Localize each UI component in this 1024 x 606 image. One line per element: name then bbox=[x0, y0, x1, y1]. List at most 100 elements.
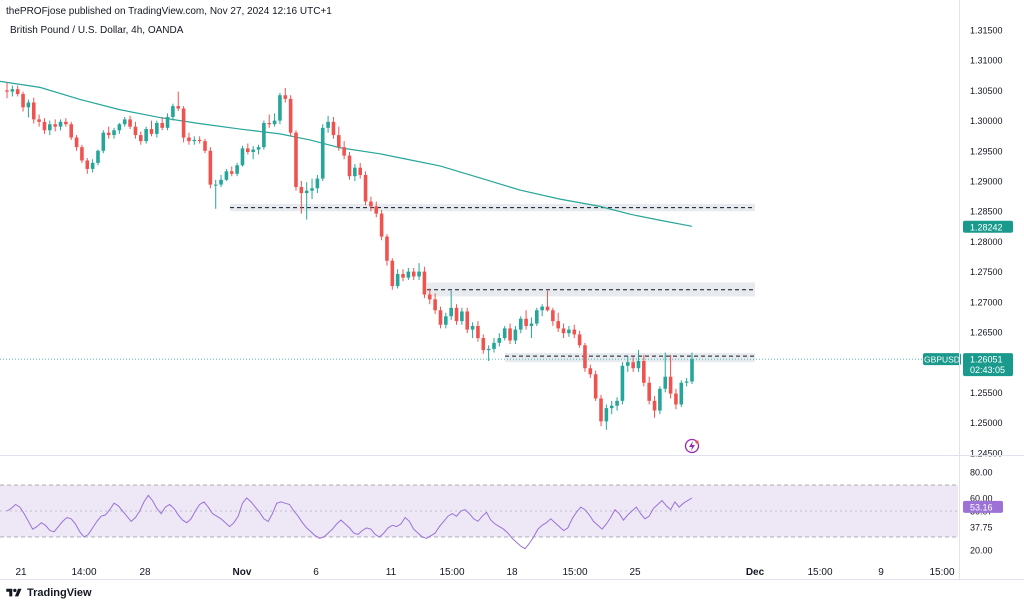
time-tick-label: 11 bbox=[386, 567, 397, 578]
candle-body bbox=[690, 359, 694, 382]
candle-body bbox=[74, 137, 79, 148]
candle-body bbox=[133, 126, 138, 136]
candle-body bbox=[572, 329, 577, 335]
candle-body bbox=[299, 187, 304, 194]
candle-body bbox=[256, 147, 261, 150]
candle-body bbox=[492, 342, 496, 349]
event-bolt-glyph bbox=[689, 441, 695, 451]
candle-body bbox=[5, 90, 9, 92]
candle-body bbox=[481, 338, 486, 351]
rsi-oversold-fill bbox=[315, 537, 397, 539]
candle-body bbox=[620, 365, 625, 401]
candle-body bbox=[106, 132, 111, 136]
candle-body bbox=[80, 147, 84, 161]
candle-body bbox=[401, 274, 405, 278]
candle-body bbox=[449, 307, 453, 317]
symbol-tag-label: GBPUSD bbox=[924, 355, 960, 365]
candle-body bbox=[10, 89, 15, 92]
candle-body bbox=[229, 171, 234, 174]
candle-body bbox=[219, 179, 223, 185]
candle-body bbox=[460, 311, 464, 322]
candle-body bbox=[240, 148, 245, 166]
candle-body bbox=[395, 274, 400, 287]
symbol-tag bbox=[923, 353, 961, 366]
candle-body bbox=[128, 119, 132, 127]
candle-body bbox=[347, 155, 352, 177]
moving-average bbox=[0, 80, 693, 227]
candle-body bbox=[609, 405, 614, 409]
candle-body bbox=[658, 388, 662, 411]
price-tick-label: 1.28500 bbox=[970, 207, 1003, 217]
candle-body bbox=[561, 328, 566, 334]
candle-body bbox=[486, 348, 491, 351]
candle-body bbox=[444, 316, 448, 325]
candle-body bbox=[470, 325, 475, 330]
candle-body bbox=[320, 127, 325, 179]
candle-body bbox=[353, 167, 357, 177]
candle-body bbox=[636, 360, 641, 369]
candle-body bbox=[615, 400, 619, 406]
candle-body bbox=[213, 184, 218, 186]
candle-body bbox=[262, 123, 266, 148]
candle-body bbox=[26, 102, 31, 108]
candle-body bbox=[529, 323, 534, 326]
candle-body bbox=[85, 160, 90, 169]
candle-body bbox=[165, 116, 170, 128]
candle-body bbox=[21, 94, 25, 108]
time-tick-label: Nov bbox=[233, 567, 252, 578]
price-tick-label: 1.28000 bbox=[970, 237, 1003, 247]
candle-body bbox=[64, 121, 68, 125]
price-tick-label: 1.25500 bbox=[970, 388, 1003, 398]
price-axis: 1.31500 1.31000 1.30500 1.30000 1.29500 1.290… bbox=[970, 26, 1003, 459]
candle-body bbox=[101, 132, 106, 151]
candle-body bbox=[181, 108, 186, 138]
candle-body bbox=[171, 106, 175, 117]
candle-body bbox=[674, 393, 678, 405]
candle-body bbox=[513, 329, 518, 341]
price-tick-label: 1.31000 bbox=[970, 56, 1003, 66]
price-tick-label: 1.29000 bbox=[970, 177, 1003, 187]
candle-body bbox=[358, 167, 363, 175]
candle-body bbox=[625, 362, 630, 366]
candle-body bbox=[326, 121, 330, 128]
time-tick-label: 14:00 bbox=[71, 567, 96, 578]
candle-body bbox=[369, 201, 373, 207]
publish-caption: thePROFjose published on TradingView.com… bbox=[6, 6, 332, 17]
time-tick-label: Dec bbox=[746, 567, 765, 578]
candle-body bbox=[385, 236, 389, 261]
candle-body bbox=[642, 360, 646, 383]
price-tick-label: 1.27000 bbox=[970, 297, 1003, 307]
candle-body bbox=[535, 310, 539, 324]
candle-body bbox=[37, 119, 41, 122]
candle-body bbox=[224, 171, 229, 180]
candle-body bbox=[406, 271, 411, 278]
candle-body bbox=[551, 310, 555, 322]
candle-body bbox=[251, 149, 255, 153]
time-tick-label: 9 bbox=[878, 567, 884, 578]
price-tick-label: 1.31500 bbox=[970, 26, 1003, 36]
time-tick-label: 15:00 bbox=[439, 567, 464, 578]
candle-body bbox=[497, 338, 502, 343]
price-tick-label: 1.24500 bbox=[970, 448, 1003, 458]
ma-line bbox=[0, 80, 693, 227]
time-tick-label: 18 bbox=[506, 567, 518, 578]
candle-body bbox=[15, 89, 20, 95]
event-dot bbox=[695, 440, 699, 444]
candle-body bbox=[577, 334, 582, 346]
price-tick-label: 1.29500 bbox=[970, 146, 1003, 156]
candle-body bbox=[117, 124, 122, 131]
candle-body bbox=[283, 95, 288, 99]
candle-body bbox=[508, 328, 512, 341]
candle-body bbox=[540, 306, 544, 311]
rsi-value-tag bbox=[963, 500, 1003, 513]
candle-body bbox=[336, 135, 341, 148]
candle-body bbox=[58, 121, 63, 127]
rsi-tick-label: 80.00 bbox=[970, 468, 993, 478]
candle-body bbox=[208, 150, 213, 185]
time-tick-label: 28 bbox=[139, 567, 151, 578]
candle-body bbox=[90, 162, 95, 169]
candle-body bbox=[556, 321, 561, 329]
candle-body bbox=[454, 307, 459, 322]
time-tick-label: 21 bbox=[15, 567, 27, 578]
